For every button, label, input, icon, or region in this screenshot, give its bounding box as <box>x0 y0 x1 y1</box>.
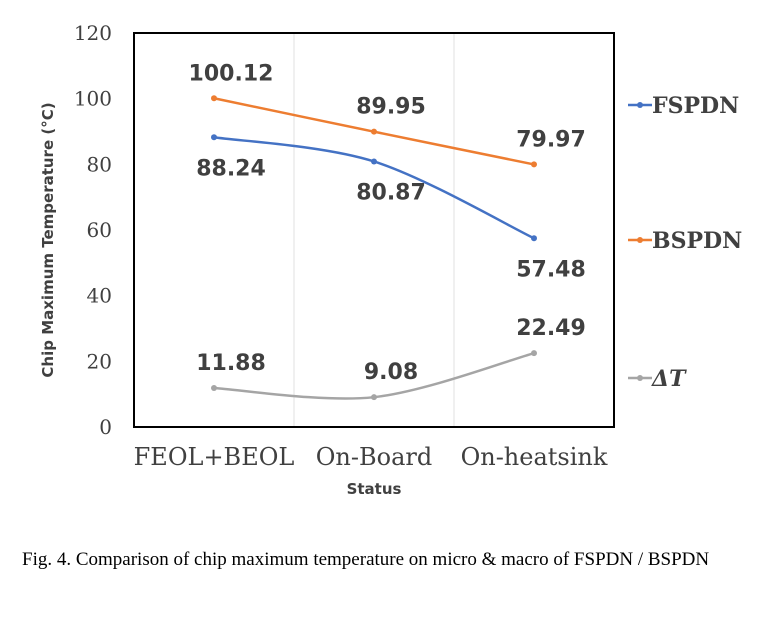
legend-entry-ΔT: ΔT <box>628 366 687 392</box>
x-tick-label: On-Board <box>316 443 432 471</box>
data-point <box>211 384 217 391</box>
legend-entry-BSPDN: BSPDN <box>628 228 742 254</box>
data-point <box>531 161 537 168</box>
legend-entry-FSPDN: FSPDN <box>628 93 739 119</box>
plot-area-frame <box>133 32 615 428</box>
y-tick-label: 60 <box>87 218 112 242</box>
y-tick-label: 40 <box>87 284 112 308</box>
legend-swatch-marker <box>637 102 643 108</box>
line-chart: 0 20 40 60 80 100 120 FEOL+BEOL On-Board On-heat… <box>39 21 742 498</box>
data-label: 79.97 <box>516 127 586 152</box>
data-point <box>371 128 377 135</box>
data-point <box>211 95 217 102</box>
series-group: 88.24 80.87 57.48 100.12 89.95 79.97 11.88 9.08… <box>189 61 586 401</box>
data-label: 88.24 <box>196 156 266 181</box>
data-label: 22.49 <box>516 316 586 341</box>
series-FSPDN: 88.24 80.87 57.48 <box>196 134 586 282</box>
data-label: 89.95 <box>356 95 426 120</box>
legend-label: FSPDN <box>652 93 739 119</box>
legend-swatch-marker <box>637 237 643 243</box>
x-tick-label: On-heatsink <box>461 443 608 471</box>
data-label: 11.88 <box>196 351 266 376</box>
data-label: 100.12 <box>189 61 274 86</box>
y-tick-label: 80 <box>87 152 112 176</box>
data-point <box>371 158 377 165</box>
figure-caption: Fig. 4. Comparison of chip maximum tempe… <box>22 549 710 570</box>
legend-label: ΔT <box>651 366 687 392</box>
data-point <box>531 235 537 242</box>
y-tick-label: 20 <box>87 349 112 373</box>
legend-label: BSPDN <box>652 228 742 254</box>
y-axis-ticks: 0 20 40 60 80 100 120 <box>74 21 112 439</box>
data-label: 57.48 <box>516 257 586 282</box>
data-label: 80.87 <box>356 180 426 205</box>
x-axis-ticks: FEOL+BEOL On-Board On-heatsink <box>134 443 608 471</box>
x-tick-label: FEOL+BEOL <box>134 443 295 471</box>
y-axis-label: Chip Maximum Temperature (°C) <box>39 102 57 377</box>
y-tick-label: 120 <box>74 21 112 45</box>
x-axis-label: Status <box>347 480 402 498</box>
data-point <box>371 394 377 401</box>
series-BSPDN: 100.12 89.95 79.97 <box>189 61 586 168</box>
series-ΔT: 11.88 9.08 22.49 <box>196 316 586 401</box>
data-label: 9.08 <box>364 360 418 385</box>
y-tick-label: 0 <box>99 415 112 439</box>
data-point <box>211 134 217 141</box>
y-tick-label: 100 <box>74 87 112 111</box>
legend-swatch-marker <box>637 375 643 381</box>
data-point <box>531 350 537 357</box>
vertical-gridlines <box>293 33 455 427</box>
legend: FSPDN BSPDN ΔT <box>628 93 742 392</box>
